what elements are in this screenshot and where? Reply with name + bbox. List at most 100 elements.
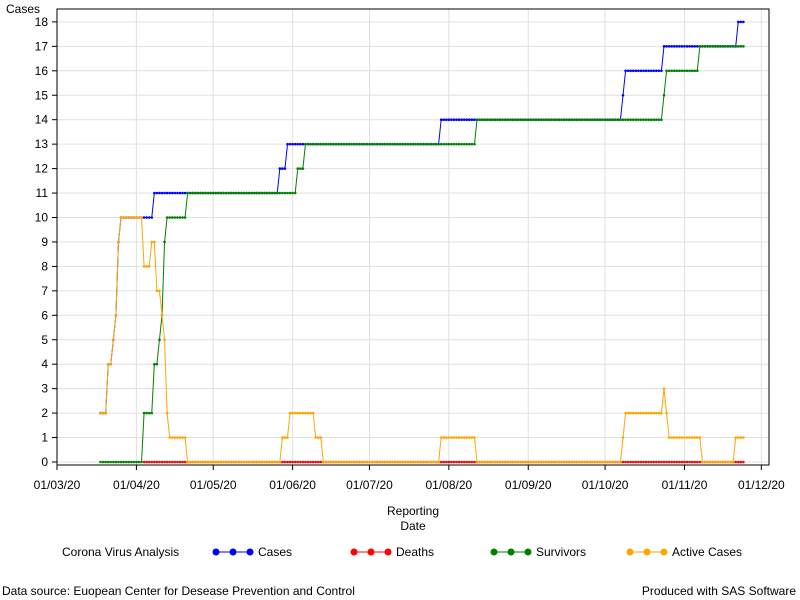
data-point (183, 191, 187, 195)
data-point (503, 460, 507, 464)
data-point (698, 436, 702, 439)
data-point (670, 69, 673, 73)
data-point (634, 460, 638, 464)
legend-label: Deaths (396, 545, 434, 559)
data-point (519, 460, 522, 464)
data-point (270, 460, 274, 464)
data-point (742, 460, 745, 464)
data-point (342, 142, 346, 146)
data-point (158, 191, 161, 195)
data-point (485, 460, 489, 464)
data-point (468, 436, 471, 439)
data-point (178, 191, 182, 195)
data-point (634, 69, 638, 73)
data-point (278, 167, 282, 170)
data-point (370, 142, 374, 146)
data-point (444, 118, 448, 121)
y-tick-label: 11 (36, 186, 49, 200)
data-point (455, 142, 458, 146)
data-point (421, 142, 425, 146)
data-point (206, 191, 210, 195)
data-point (452, 118, 456, 121)
data-point (327, 460, 330, 464)
data-point (99, 460, 102, 464)
data-point (698, 45, 702, 48)
data-point (649, 118, 653, 121)
data-point (378, 460, 382, 464)
data-point (634, 118, 638, 121)
data-point (296, 167, 300, 170)
data-point (299, 167, 302, 170)
x-tick-label: 01/10/20 (582, 478, 629, 492)
data-point (291, 460, 294, 464)
data-point (670, 460, 673, 464)
data-point (442, 460, 446, 464)
data-point (639, 460, 643, 464)
data-point (383, 142, 387, 146)
data-point (631, 69, 635, 73)
data-point (598, 118, 602, 121)
data-point (590, 118, 594, 121)
data-point (457, 142, 461, 146)
data-point (503, 118, 507, 121)
data-point (596, 118, 599, 121)
data-point (247, 191, 251, 195)
data-point (150, 460, 154, 464)
data-point (439, 118, 443, 121)
data-point (380, 460, 384, 464)
data-point (393, 142, 397, 146)
data-point (683, 69, 686, 73)
data-point (416, 142, 420, 146)
data-point (101, 460, 105, 464)
data-point (473, 460, 476, 464)
data-point (434, 460, 438, 464)
legend-label: Survivors (536, 545, 586, 559)
data-point (368, 460, 371, 464)
data-point (667, 45, 671, 48)
data-point (181, 216, 184, 219)
data-point (455, 460, 458, 464)
data-point (468, 118, 471, 121)
legend-marker (367, 548, 375, 556)
data-point (375, 142, 379, 146)
data-point (209, 191, 212, 195)
legend-marker (490, 548, 498, 556)
data-point (375, 460, 379, 464)
data-point (416, 460, 420, 464)
data-point (296, 142, 300, 146)
data-point (534, 118, 538, 121)
data-point (183, 436, 187, 439)
data-point (550, 118, 553, 121)
x-tick-label: 01/12/20 (738, 478, 785, 492)
data-point (140, 460, 143, 464)
data-point (222, 460, 225, 464)
data-point (457, 436, 461, 439)
data-point (142, 265, 146, 268)
data-point (526, 118, 530, 121)
data-point (124, 216, 128, 219)
data-point (319, 460, 323, 464)
data-point (724, 460, 727, 464)
legend-marker (524, 548, 532, 556)
data-point (626, 118, 630, 121)
data-point (245, 460, 248, 464)
data-point (204, 460, 207, 464)
data-point (196, 191, 200, 195)
data-point (286, 142, 289, 146)
data-point (114, 314, 118, 317)
y-tick-label: 1 (41, 431, 48, 445)
x-tick-label: 01/05/20 (190, 478, 237, 492)
data-point (690, 45, 694, 48)
data-point (347, 460, 351, 464)
data-point (147, 460, 151, 464)
data-point (713, 45, 717, 48)
y-tick-label: 9 (41, 235, 48, 249)
data-point (409, 460, 412, 464)
data-point (624, 411, 627, 415)
data-point (222, 191, 225, 195)
data-point (580, 118, 584, 121)
data-point (122, 216, 125, 219)
data-point (217, 460, 220, 464)
data-point (250, 460, 253, 464)
data-point (427, 460, 430, 464)
